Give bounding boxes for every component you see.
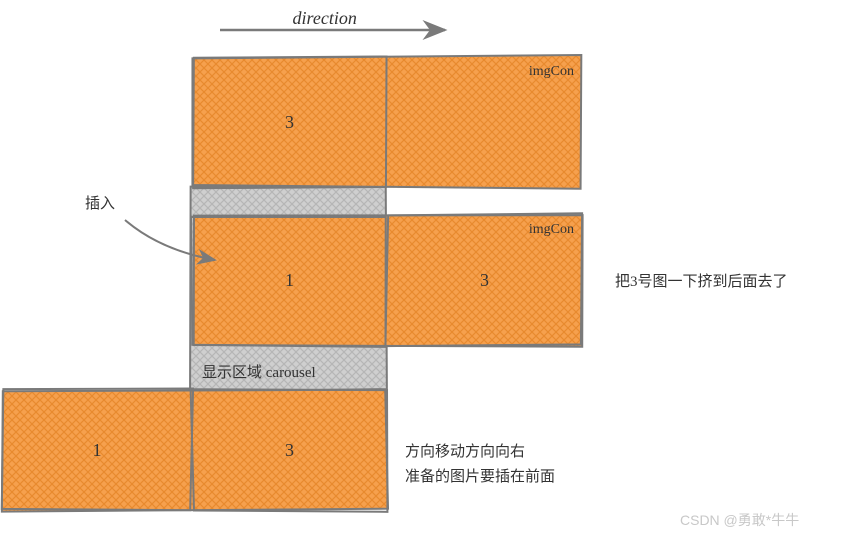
svg-text:显示区域 carousel: 显示区域 carousel [202, 364, 316, 381]
svg-text:3: 3 [480, 270, 489, 290]
svg-text:1: 1 [93, 440, 102, 460]
svg-text:imgCon: imgCon [529, 64, 574, 79]
direction-label: direction [293, 8, 357, 29]
side-note: 把3号图一下挤到后面去了 [615, 270, 788, 291]
svg-text:imgCon: imgCon [529, 222, 574, 237]
bottom-note-2: 准备的图片要插在前面 [405, 465, 555, 486]
insert-label: 插入 [85, 192, 115, 213]
svg-text:3: 3 [285, 440, 294, 460]
svg-text:1: 1 [285, 270, 294, 290]
svg-text:3: 3 [285, 112, 294, 132]
bottom-note-1: 方向移动方向向右 [405, 440, 525, 461]
watermark: CSDN @勇敢*牛牛 [680, 510, 799, 530]
